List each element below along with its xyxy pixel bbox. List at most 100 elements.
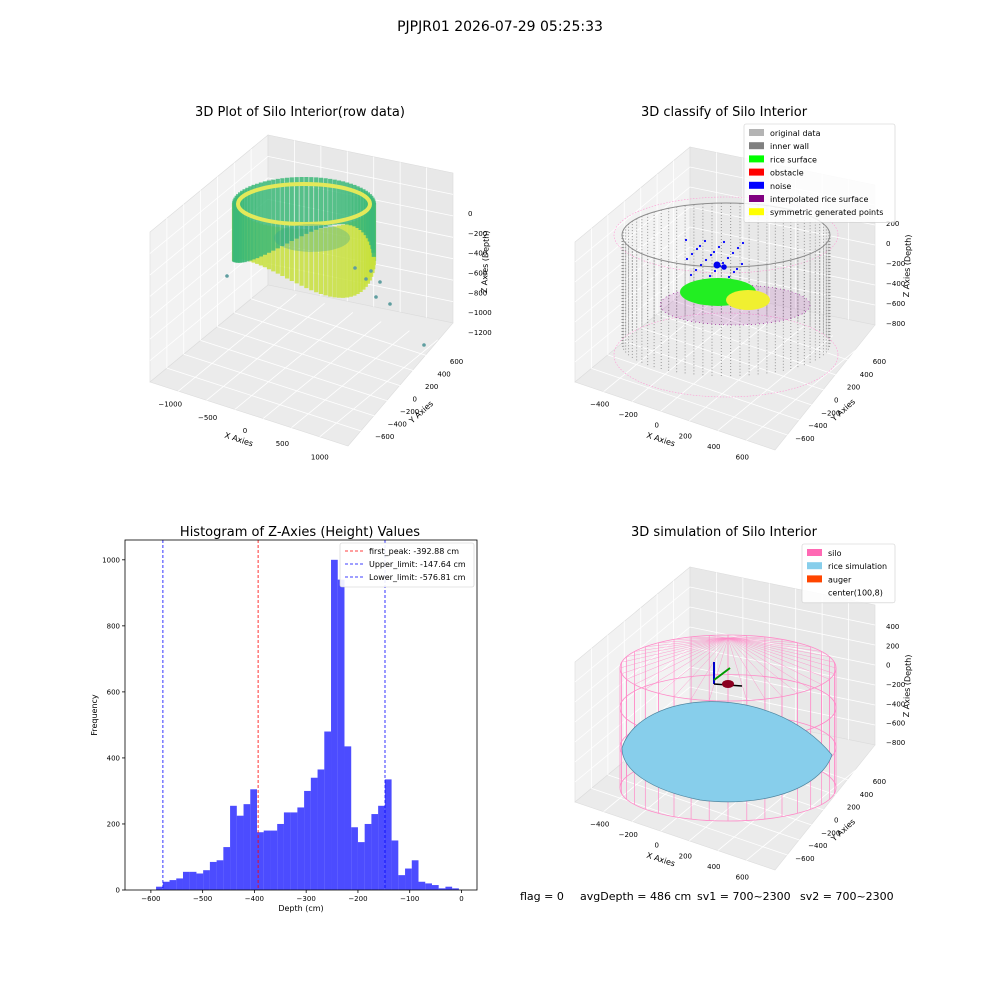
- gridline: [746, 764, 862, 861]
- silo-roof-wire: [727, 637, 822, 685]
- gridline: [149, 155, 454, 254]
- histogram-bar: [223, 847, 231, 890]
- status-sv1: sv1 = 700~2300: [697, 890, 791, 903]
- histogram-bar: [250, 789, 257, 890]
- histogram-bar: [270, 830, 278, 890]
- silo-roof-wire: [658, 637, 729, 694]
- noise-point: [695, 247, 699, 251]
- histogram-bar: [357, 842, 365, 890]
- raw-xlabel: X Axies: [223, 431, 254, 449]
- noise-point: [722, 240, 726, 244]
- histogram-legend-label: Upper_limit: -147.64 cm: [369, 560, 466, 569]
- histogram-legend-label: first_peak: -392.88 cm: [369, 547, 459, 556]
- panel-classify-title: 3D classify of Silo Interior: [641, 105, 808, 120]
- histogram-bar: [283, 812, 291, 890]
- classify-legend-label: inner wall: [770, 142, 809, 151]
- classify-legend-label: interpolated rice surface: [770, 195, 868, 204]
- classify-legend-label: symmetric generated points: [770, 208, 883, 217]
- noise-point: [703, 239, 707, 243]
- simulation-ztick: 200: [886, 642, 899, 650]
- outlier-point: [422, 343, 426, 347]
- simulation-legend-label: auger: [828, 575, 852, 584]
- gridline: [673, 300, 874, 369]
- gridline: [574, 586, 876, 683]
- histogram-xtick-label: −600: [141, 895, 160, 903]
- noise-point: [740, 262, 744, 266]
- raw-ztick: −1200: [468, 329, 492, 337]
- histogram-bar: [445, 886, 453, 890]
- histogram-bar: [304, 790, 311, 890]
- histogram-legend: first_peak: -392.88 cm Upper_limit: -147.…: [339, 542, 475, 588]
- histogram-bar: [351, 827, 358, 890]
- silo-roof-wire: [727, 637, 798, 694]
- histogram-bar: [425, 883, 432, 890]
- classify-ztick: −400: [886, 280, 905, 288]
- noise-point: [689, 273, 693, 277]
- simulation-xtick: 400: [707, 863, 720, 871]
- simulation-ytick: 200: [847, 804, 860, 812]
- raw-ytick: 600: [450, 358, 463, 366]
- raw-ztick: −400: [468, 250, 487, 258]
- classify-ytick: −600: [795, 435, 814, 443]
- histogram-bar: [371, 814, 379, 890]
- histogram-legend-label: Lower_limit: -576.81 cm: [369, 573, 466, 582]
- simulation-ztick: −400: [886, 700, 905, 708]
- gridline: [591, 368, 792, 437]
- histogram-bar: [196, 873, 204, 890]
- gridline: [178, 293, 297, 392]
- auger: [722, 680, 734, 688]
- gridline: [319, 339, 438, 438]
- simulation-xtick: 600: [736, 873, 749, 881]
- classify-xtick: 0: [654, 422, 658, 430]
- histogram-bar: [176, 878, 183, 890]
- classify-xtick: −200: [619, 411, 638, 419]
- histogram-bar: [378, 805, 385, 890]
- silo-roof-wire: [709, 635, 729, 639]
- outlier-point: [364, 277, 368, 281]
- gridline: [574, 626, 876, 723]
- histogram-bar: [431, 885, 439, 890]
- histogram-bar: [391, 840, 399, 890]
- simulation-ztick: −200: [886, 681, 905, 689]
- symmetric-points: [726, 290, 770, 310]
- classify-tick-labels: −400−2000200400600−600−400−2000200400600…: [590, 220, 905, 462]
- simulation-tick-labels: −400−2000200400600−600−400−2000200400600…: [590, 623, 905, 882]
- silo-roof-wire: [727, 637, 835, 663]
- panel-simulation-title: 3D simulation of Silo Interior: [631, 525, 818, 540]
- histogram-bar: [398, 875, 406, 890]
- panel-histogram: Histogram of Z-Axies (Height) Values −60…: [90, 525, 478, 913]
- histogram-vlines: [162, 540, 386, 890]
- histogram-xtick-label: −500: [193, 895, 212, 903]
- gridline: [262, 321, 382, 419]
- gridline: [574, 686, 876, 783]
- histogram-bar: [290, 812, 298, 890]
- gridline: [607, 774, 808, 844]
- classify-legend-swatch: [749, 181, 764, 189]
- classify-ztick: −200: [886, 260, 905, 268]
- classify-xtick: −400: [590, 401, 609, 409]
- silo-roof-wire: [727, 637, 783, 640]
- histogram-ytick-label: 600: [107, 688, 120, 696]
- histogram-bar: [411, 860, 419, 890]
- histogram-bar: [230, 805, 237, 890]
- gridline: [607, 354, 808, 424]
- gridline: [574, 606, 876, 703]
- simulation-legend: silo rice simulation auger center(100,8): [801, 543, 896, 604]
- ring-top: [236, 182, 372, 226]
- silo-roof-wire: [673, 637, 729, 640]
- classify-ytick: 600: [873, 358, 886, 366]
- gridline: [149, 177, 454, 276]
- gridline: [717, 335, 834, 431]
- raw-zlabel: Z Axies (Depth): [480, 230, 491, 293]
- histogram-xtick-label: −100: [400, 895, 419, 903]
- simulation-legend-swatch: [807, 549, 822, 556]
- simulation-xtick: −200: [619, 831, 638, 839]
- simulation-ztick: 400: [886, 623, 899, 631]
- gridline: [217, 326, 416, 391]
- histogram-bar: [452, 888, 459, 890]
- noise-point: [731, 251, 735, 255]
- status-sv2: sv2 = 700~2300: [800, 890, 894, 903]
- silo-roof-wire: [645, 637, 729, 690]
